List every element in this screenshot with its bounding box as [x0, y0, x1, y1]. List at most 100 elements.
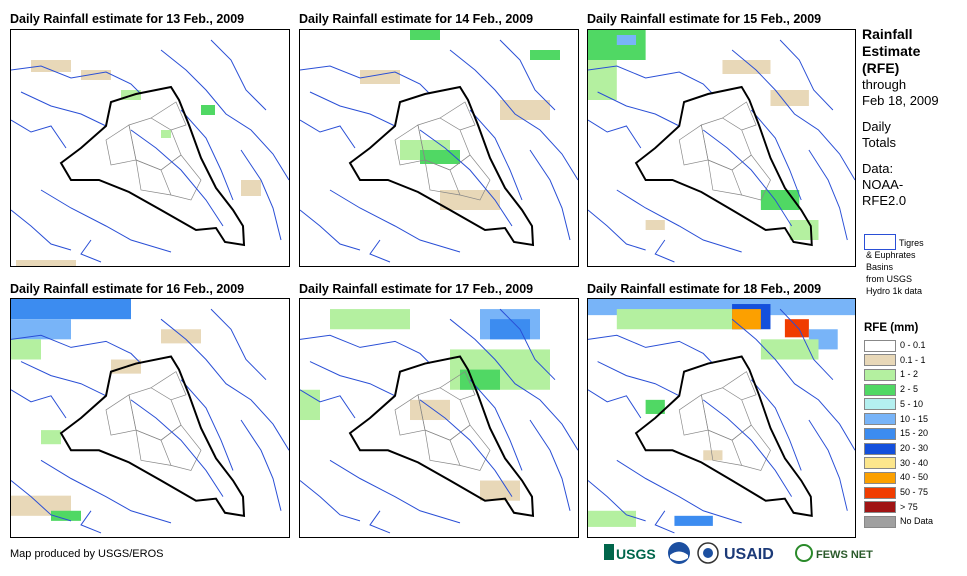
basin-line	[588, 65, 714, 95]
province-boundary	[700, 387, 752, 441]
province-boundary	[439, 371, 476, 401]
rainfall-cell	[616, 309, 733, 330]
basin-line	[329, 189, 461, 253]
basin-line	[808, 419, 848, 511]
basin-line	[240, 419, 282, 511]
basin-line	[300, 389, 356, 419]
rfe-legend-title: RFE (mm)	[864, 322, 919, 334]
basin-line	[588, 389, 642, 419]
basin-line	[210, 308, 267, 381]
basin-line	[369, 510, 391, 534]
doi-logo	[696, 540, 720, 568]
legend-title-1: Rainfall	[862, 26, 913, 42]
legend-data-source-2: RFE2.0	[862, 193, 907, 208]
rainfall-map-3	[587, 29, 856, 267]
province-boundary	[105, 394, 137, 436]
rainfall-cell	[645, 399, 665, 414]
map-canvas	[588, 299, 855, 534]
basin-line	[160, 318, 289, 451]
rfe-class-label: No Data	[900, 516, 934, 527]
rainfall-cell	[300, 389, 320, 421]
basin-line	[130, 129, 224, 227]
legend-title-3: (RFE)	[862, 60, 900, 76]
rfe-swatch	[864, 457, 896, 470]
rainfall-cell	[732, 309, 761, 330]
province-boundary	[394, 124, 426, 166]
rfe-swatch	[864, 501, 896, 514]
basin-line	[329, 459, 461, 524]
rainfall-cell	[480, 480, 520, 501]
rfe-swatch	[864, 471, 896, 484]
rainfall-cell	[784, 319, 809, 338]
rfe-class: > 75	[864, 501, 918, 514]
basin-line	[20, 91, 107, 127]
country-border	[634, 355, 813, 518]
province-boundary	[722, 371, 757, 401]
rfe-class-label: > 75	[900, 501, 918, 512]
map-credit: Map produced by USGS/EROS	[10, 548, 164, 560]
province-boundary	[678, 124, 709, 166]
rainfall-map-2	[299, 29, 579, 267]
rfe-swatch	[864, 486, 896, 499]
basin-line	[654, 510, 675, 534]
rfe-class-label: 30 - 40	[900, 457, 929, 468]
map-canvas	[588, 30, 855, 263]
panel-title: Daily Rainfall estimate for 14 Feb., 200…	[299, 12, 534, 26]
rainfall-cell	[674, 515, 713, 526]
rfe-class-label: 0.1 - 1	[900, 354, 926, 365]
basin-line	[731, 318, 855, 451]
province-boundary	[439, 101, 476, 131]
basin-line	[11, 65, 142, 95]
rfe-class-label: 0 - 0.1	[900, 340, 926, 350]
basin-line	[300, 119, 356, 149]
rainfall-cell	[530, 50, 560, 60]
basin-line	[210, 39, 267, 111]
rfe-class-label: 2 - 5	[900, 384, 919, 395]
rfe-swatch	[864, 383, 896, 396]
basin-line	[449, 49, 578, 181]
basin-label-3: Basins	[866, 262, 894, 272]
basin-line	[702, 129, 793, 227]
rainfall-cell	[440, 190, 500, 210]
basin-line	[469, 109, 523, 201]
legend-totals-1: Daily	[862, 119, 891, 134]
basin-line	[419, 129, 513, 227]
basin-line	[11, 334, 142, 364]
basin-line	[654, 239, 675, 263]
rainfall-cell	[330, 309, 410, 330]
panel-title: Daily Rainfall estimate for 17 Feb., 200…	[299, 282, 534, 296]
rfe-legend: 0 - 0.1 0.1 - 1 1 - 2 2 - 5 5 - 10 10 - 15 15 …	[864, 339, 962, 539]
basin-line	[588, 209, 646, 251]
province-boundary	[150, 101, 187, 131]
basin-line	[750, 109, 802, 201]
province-boundary	[707, 429, 743, 466]
province-boundary	[135, 429, 172, 466]
basin-line	[779, 308, 834, 381]
rfe-class: 15 - 20	[864, 427, 928, 440]
basin-line	[499, 308, 556, 381]
province-boundary	[707, 159, 743, 196]
basin-line	[499, 39, 556, 111]
basin-line	[20, 361, 107, 397]
legend-through-date: Feb 18, 2009	[862, 93, 939, 108]
basin-line	[180, 379, 234, 471]
legend-through: through	[862, 77, 907, 92]
basin-line	[419, 399, 513, 497]
legend-data-source-1: NOAA-	[862, 177, 904, 192]
rfe-class: 20 - 30	[864, 442, 928, 455]
rainfall-cell	[11, 339, 41, 360]
rfe-class-label: 1 - 2	[900, 369, 919, 380]
province-boundary	[722, 101, 757, 131]
rainfall-cell	[16, 260, 76, 266]
province-boundary	[731, 424, 771, 471]
basin-line	[11, 119, 67, 149]
rainfall-cell	[703, 450, 723, 461]
province-boundary	[160, 154, 202, 201]
rainfall-cell	[770, 90, 809, 106]
basin-line	[309, 361, 396, 397]
rainfall-cell	[241, 180, 261, 196]
usaid-logo: USAID	[724, 540, 794, 568]
country-border	[634, 85, 813, 247]
rfe-swatch	[864, 369, 896, 382]
panel-title: Daily Rainfall estimate for 13 Feb., 200…	[10, 12, 245, 26]
